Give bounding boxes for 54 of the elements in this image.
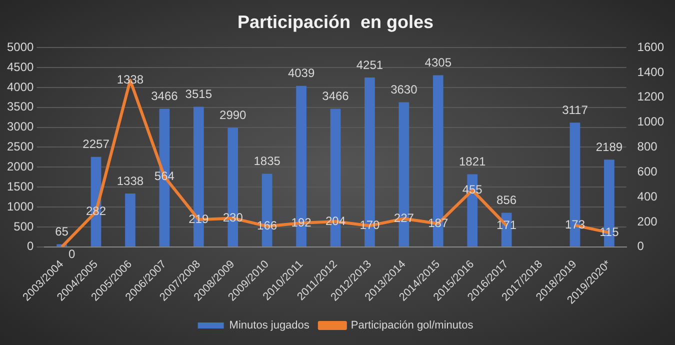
data-label: 173 xyxy=(564,218,586,232)
data-label: 564 xyxy=(154,168,175,183)
y-tick-label: 3500 xyxy=(6,100,34,114)
data-label: 2257 xyxy=(82,137,110,152)
data-label: 192 xyxy=(291,215,312,230)
chart-title: Participación en goles xyxy=(237,12,434,32)
y-tick-label: 0 xyxy=(27,239,34,254)
data-label: 1821 xyxy=(459,154,486,169)
data-label: 1835 xyxy=(254,154,281,168)
data-label: 3630 xyxy=(390,82,418,97)
y2-tick-label: 200 xyxy=(637,214,658,228)
y-tick-label: 5000 xyxy=(6,40,34,54)
y-tick-label: 3000 xyxy=(6,120,34,134)
data-label: 204 xyxy=(325,214,346,228)
data-label: 219 xyxy=(188,212,209,226)
y-tick-label: 2500 xyxy=(6,140,34,154)
data-label: 170 xyxy=(360,218,380,232)
data-label: 166 xyxy=(257,218,278,233)
data-label: 4305 xyxy=(424,56,452,70)
y-tick-label: 2000 xyxy=(6,159,34,174)
y2-tick-label: 1600 xyxy=(637,40,664,54)
data-label: 3466 xyxy=(322,89,350,104)
data-label: 3515 xyxy=(185,87,212,102)
data-label: 65 xyxy=(55,224,69,239)
data-label: 1338 xyxy=(116,174,144,188)
y-tick-label: 4000 xyxy=(6,80,34,94)
y2-tick-label: 800 xyxy=(637,140,658,154)
y-tick-label: 1500 xyxy=(6,179,34,194)
y2-tick-label: 400 xyxy=(637,189,658,204)
y-tick-label: 4500 xyxy=(6,60,34,74)
data-label: 3117 xyxy=(562,102,588,117)
y2-tick-label: 1400 xyxy=(637,64,664,79)
y2-tick-label: 1000 xyxy=(637,114,664,129)
data-label: 3466 xyxy=(151,89,178,104)
data-label: 187 xyxy=(428,216,448,230)
y-tick-label: 1000 xyxy=(6,199,34,214)
data-label: 0 xyxy=(68,247,76,262)
data-label: 4251 xyxy=(356,58,384,72)
y2-tick-label: 0 xyxy=(637,239,644,254)
data-label: 282 xyxy=(86,204,106,218)
data-label: 230 xyxy=(222,210,244,225)
legend-label: Participación gol/minutos xyxy=(350,320,474,332)
y2-tick-label: 600 xyxy=(637,164,658,178)
y-tick-label: 500 xyxy=(14,219,34,234)
data-label: 2189 xyxy=(596,140,623,154)
legend-label: Minutos jugados xyxy=(229,320,310,332)
y2-tick-label: 1200 xyxy=(637,90,664,104)
data-label: 115 xyxy=(600,224,620,239)
data-label: 455 xyxy=(462,182,483,197)
data-label: 856 xyxy=(496,193,517,208)
data-label: 1338 xyxy=(116,72,144,87)
data-label: 2990 xyxy=(220,108,247,122)
data-label: 171 xyxy=(496,218,517,232)
data-label: 4039 xyxy=(288,66,315,80)
